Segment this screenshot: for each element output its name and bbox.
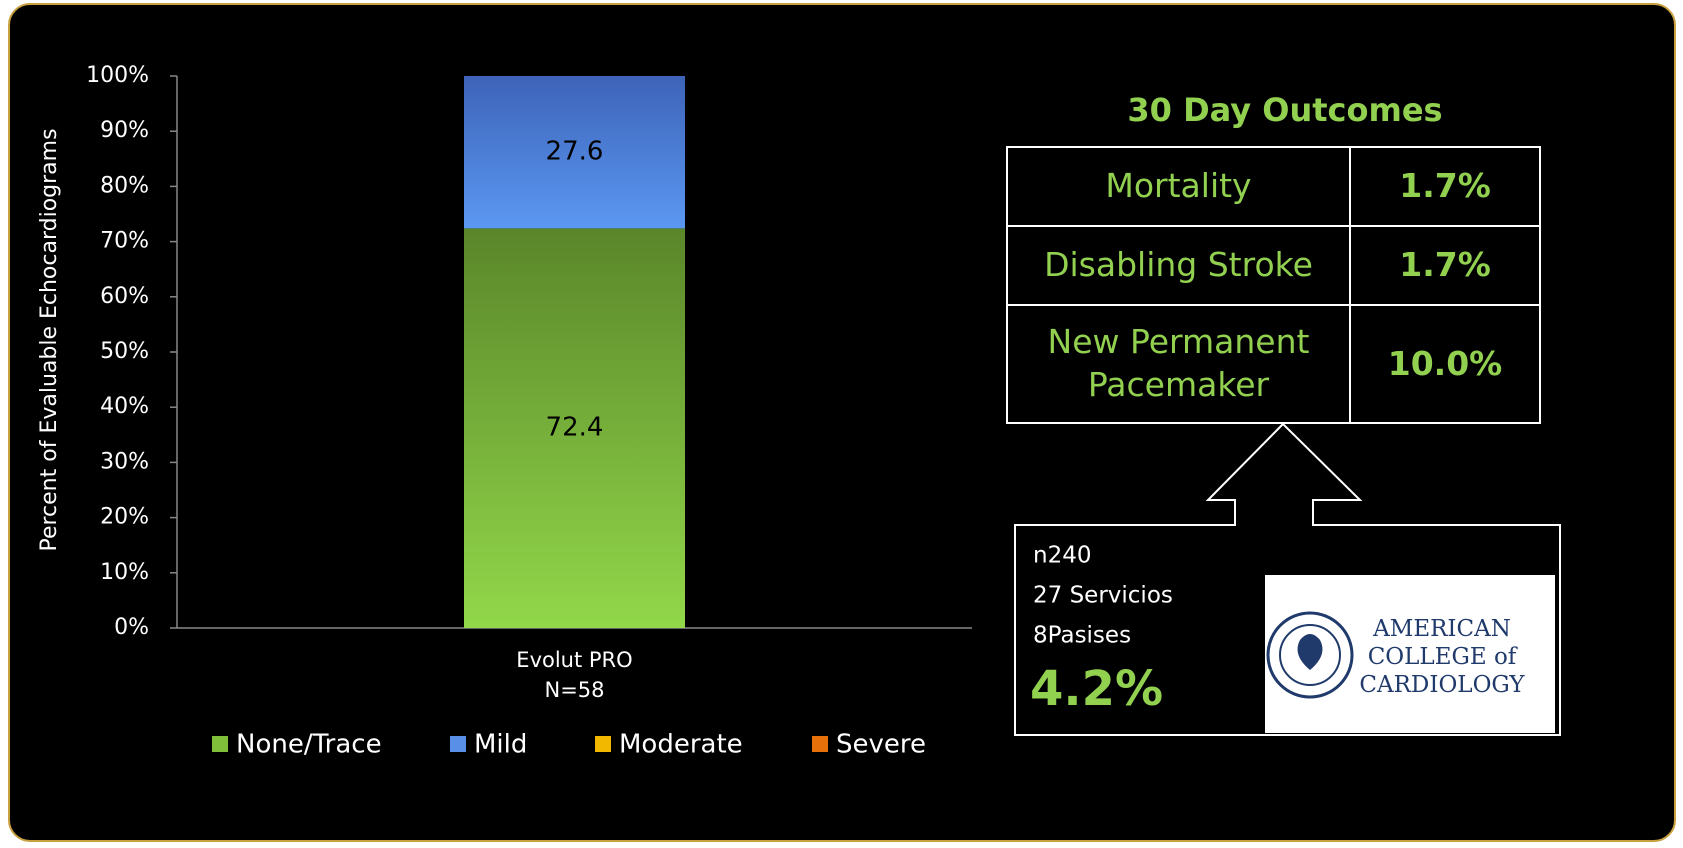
y-tick-label: 20% <box>100 505 149 530</box>
logo-text: CARDIOLOGY <box>1359 672 1525 698</box>
callout-arrow-box <box>1014 422 1561 736</box>
table-cell: New Permanent Pacemaker <box>1047 322 1310 404</box>
legend-label: Severe <box>836 730 926 760</box>
y-tick-label: 100% <box>86 63 149 88</box>
legend-swatch <box>812 736 828 752</box>
y-tick-label: 10% <box>100 560 149 585</box>
y-tick-label: 0% <box>114 615 149 640</box>
table-cell: Mortality <box>1105 166 1252 206</box>
table-title: 30 Day Outcomes <box>1127 91 1442 129</box>
legend-swatch <box>212 736 228 752</box>
y-tick-label: 80% <box>100 173 149 198</box>
logo-text: AMERICAN <box>1372 616 1511 642</box>
logo-seal <box>1266 611 1354 699</box>
data-label: 72.4 <box>546 413 604 443</box>
data-label: 27.6 <box>546 137 604 167</box>
table-cell: 1.7% <box>1399 166 1491 206</box>
legend-label: Mild <box>474 730 527 760</box>
legend-label: Moderate <box>619 730 743 760</box>
table-cell: 10.0% <box>1387 343 1503 383</box>
logo-text: COLLEGE of <box>1368 644 1518 670</box>
y-tick-label: 60% <box>100 284 149 309</box>
y-axis-label: Percent of Evaluable Echocardiograms <box>37 128 62 551</box>
y-tick-label: 50% <box>100 339 149 364</box>
callout-text: n240 <box>1033 543 1091 569</box>
y-tick-label: 30% <box>100 449 149 474</box>
table-cell: Disabling Stroke <box>1044 245 1313 285</box>
x-tick-label: Evolut PRO N=58 <box>516 648 633 703</box>
callout-value: 4.2% <box>1030 661 1163 717</box>
legend-label: None/Trace <box>236 730 382 760</box>
y-tick-label: 70% <box>100 229 149 254</box>
bar-segment <box>464 76 685 229</box>
callout-text: 27 Servicios <box>1033 583 1173 609</box>
legend-swatch <box>450 736 466 752</box>
table-cell: 1.7% <box>1399 245 1491 285</box>
table-grid <box>1006 146 1541 424</box>
callout-text: 8Pasises <box>1033 623 1131 649</box>
legend-swatch <box>595 736 611 752</box>
y-tick-label: 90% <box>100 118 149 143</box>
y-tick-label: 40% <box>100 394 149 419</box>
bar-segment <box>464 228 685 629</box>
